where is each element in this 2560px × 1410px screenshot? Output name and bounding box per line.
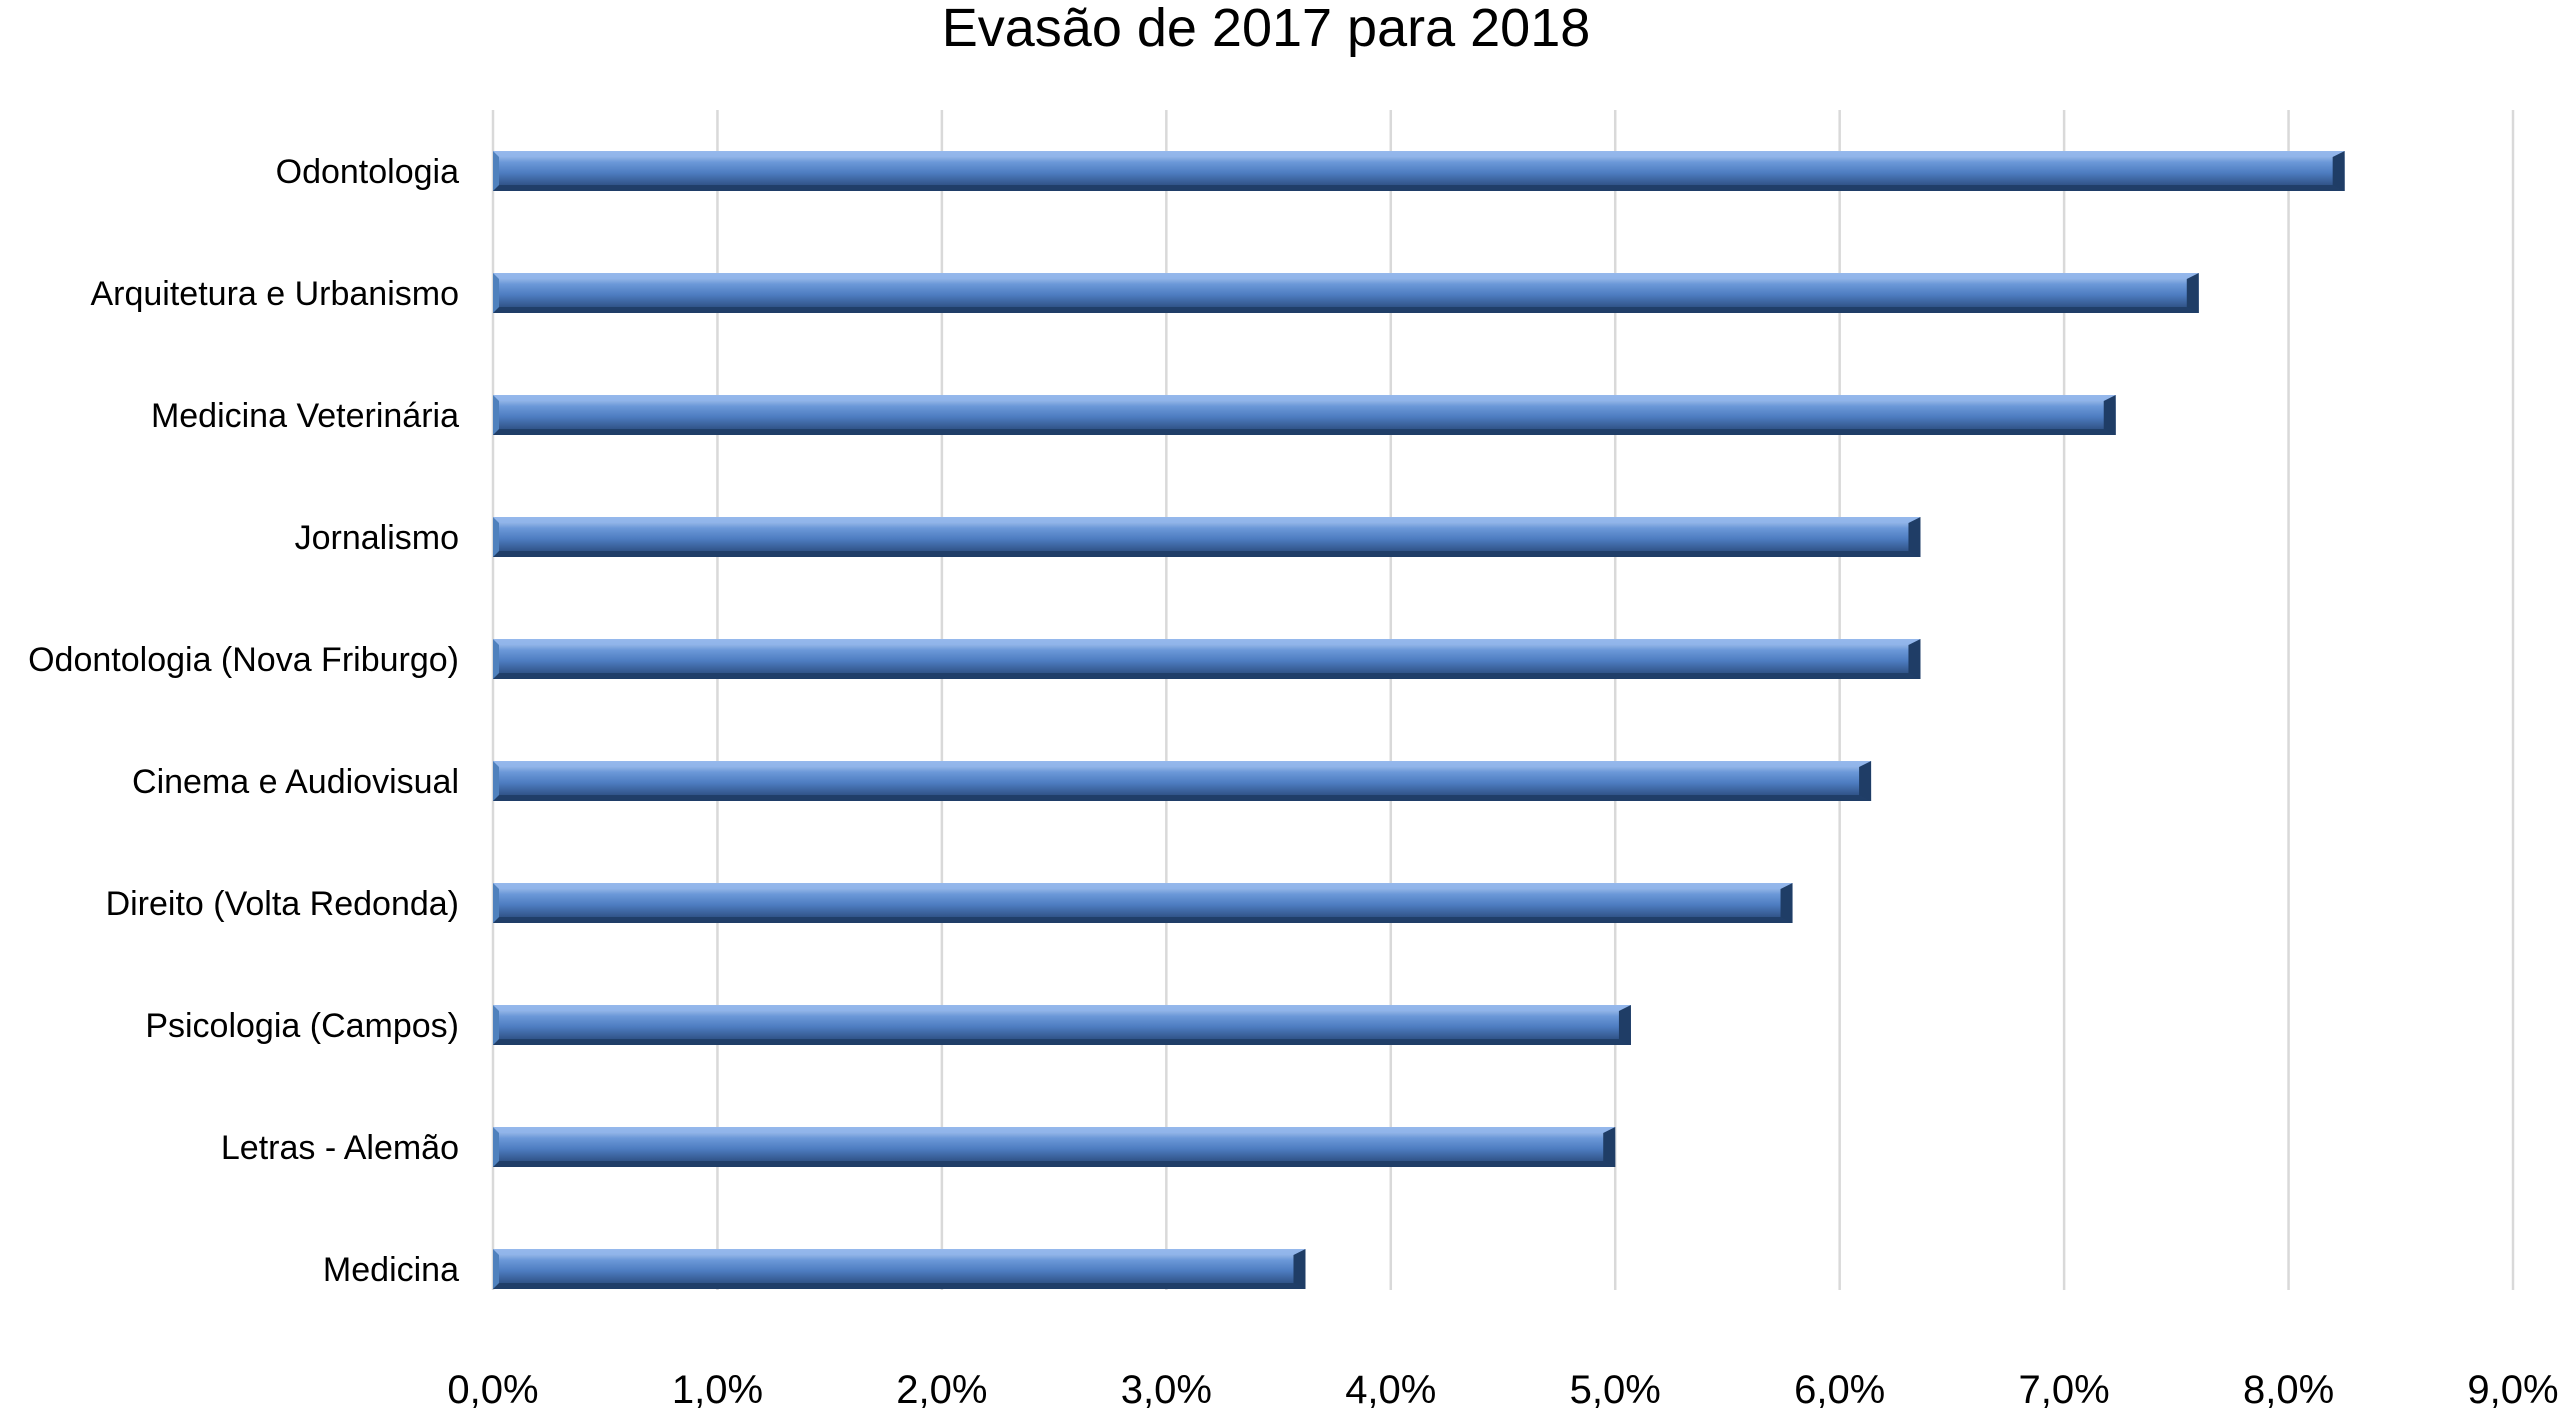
bar <box>493 761 1872 801</box>
bar <box>493 395 2116 435</box>
bar <box>493 273 2199 313</box>
category-label: Medicina <box>323 1251 459 1289</box>
x-tick-label: 5,0% <box>1570 1368 1661 1410</box>
bar <box>493 639 1921 679</box>
bar <box>493 1127 1616 1167</box>
category-labels: Odontologia Arquitetura e Urbanismo Medici… <box>28 153 459 1289</box>
x-tick-label: 9,0% <box>2467 1368 2558 1410</box>
bar <box>493 1005 1631 1045</box>
x-axis-tick-labels: 0,0% 1,0% 2,0% 3,0% 4,0% 5,0% 6,0% 7,0% 8,0% 9,0% <box>447 1368 2558 1410</box>
category-label: Arquitetura e Urbanismo <box>90 275 459 313</box>
category-label: Psicologia (Campos) <box>145 1007 459 1045</box>
x-tick-label: 4,0% <box>1345 1368 1436 1410</box>
x-tick-label: 8,0% <box>2243 1368 2334 1410</box>
category-label: Odontologia <box>276 153 459 191</box>
bar <box>493 883 1793 923</box>
bars <box>493 151 2345 1289</box>
bar <box>493 151 2345 191</box>
category-label: Letras - Alemão <box>221 1129 459 1167</box>
x-tick-label: 6,0% <box>1794 1368 1885 1410</box>
x-tick-label: 2,0% <box>896 1368 987 1410</box>
x-tick-label: 0,0% <box>447 1368 538 1410</box>
category-label: Medicina Veterinária <box>151 397 459 435</box>
category-label: Odontologia (Nova Friburgo) <box>28 641 459 679</box>
x-tick-label: 7,0% <box>2019 1368 2110 1410</box>
chart-title: Evasão de 2017 para 2018 <box>942 0 1591 58</box>
category-label: Direito (Volta Redonda) <box>106 885 459 923</box>
bar <box>493 517 1921 557</box>
category-label: Cinema e Audiovisual <box>132 763 459 801</box>
category-label: Jornalismo <box>295 519 459 557</box>
x-tick-label: 3,0% <box>1121 1368 1212 1410</box>
x-tick-label: 1,0% <box>672 1368 763 1410</box>
bar <box>493 1249 1306 1289</box>
